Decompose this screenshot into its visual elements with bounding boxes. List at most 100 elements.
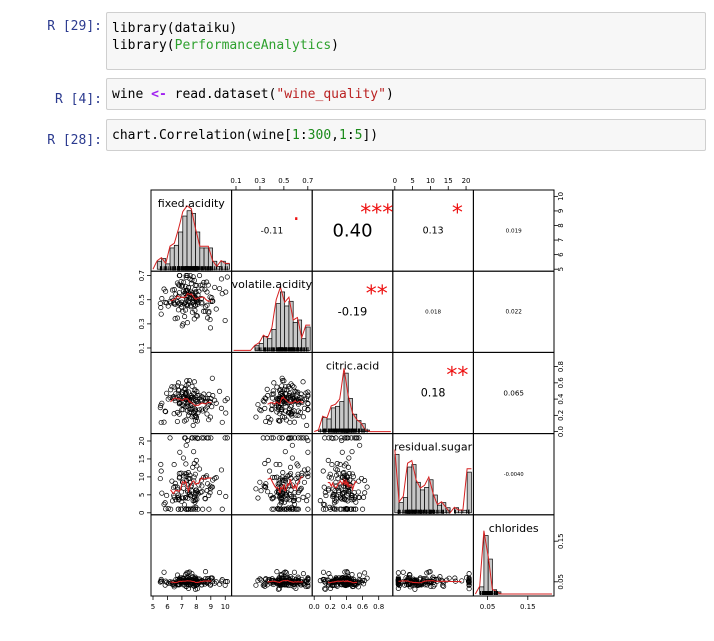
scatter-point [206,310,212,316]
axis-tick-label: 0.0 [557,426,565,437]
scatter-point [328,475,335,481]
scatter-point [271,506,277,512]
scatter-point [325,487,331,493]
fit-line [170,476,212,495]
scatter-point [353,499,359,505]
scatter-point [200,282,206,288]
scatter-point [189,571,195,577]
histogram-bar [169,247,175,270]
scatter-point [158,461,164,468]
histogram-bar [394,453,400,514]
scatter-point [446,575,452,581]
density-curve [152,205,230,270]
axis-tick-label: 0 [138,511,146,515]
scatter-point [289,409,295,415]
scatter-point [202,495,208,501]
scatter-point [195,491,201,497]
scatter-point [463,575,470,581]
scatter-point [190,505,197,511]
scatter-point [282,569,288,575]
scatter-point [417,576,423,583]
scatter-point [282,387,288,393]
scatter-point [288,435,295,441]
scatter-point [208,395,214,402]
scatter-point [185,469,191,476]
axis-tick-label: 0 [393,177,397,185]
scatter-point [176,290,182,296]
scatter-point [187,276,193,282]
axis-tick-label: 0.6 [357,603,369,611]
code-input[interactable] [106,78,706,110]
scatter-point [338,484,345,490]
scatter-point [407,580,413,586]
scatter-point [165,396,171,402]
scatter-point [187,493,193,499]
axis-tick-label: 5 [138,493,146,497]
scatter-point [224,396,230,402]
scatter-point [452,575,458,581]
scatter-point [196,466,203,472]
scatter-point [270,388,276,394]
scatter-point [174,418,180,425]
code-line: library(dataiku) [112,20,237,37]
code-input[interactable] [106,119,706,151]
fit-line [170,397,212,407]
scatter-point [187,472,193,478]
scatter-point [184,320,190,326]
scatter-point [185,284,191,291]
scatter-point [289,455,295,461]
cell-prompt: R [4]: [55,92,102,107]
axis-tick-label: 10 [426,177,435,185]
scatter-point [192,471,198,477]
scatter-point [189,435,195,441]
scatter-point [333,493,339,499]
scatter-point [330,492,336,498]
scatter-point [333,506,339,512]
scatter-point [355,584,361,590]
scatter-point [183,461,189,467]
scatter-point [179,304,185,310]
code-token: <- [151,87,167,102]
scatter-point [193,504,199,510]
scatter-point [298,435,304,441]
histogram-bar [339,401,345,432]
scatter-point [295,435,301,441]
scatter-point [282,478,289,484]
scatter-point [334,461,340,467]
axis-tick-label: 0.5 [278,177,289,185]
scatter-point [327,574,333,580]
scatter-point [321,576,327,583]
scatter-point [361,494,367,500]
scatter-point [357,442,363,448]
scatter-point [196,272,203,279]
scatter-point [172,316,178,322]
scatter-point [223,493,229,499]
scatter-point [213,400,219,406]
scatter-point [200,395,207,401]
scatter-point [466,579,472,585]
code-token: ) [385,87,394,102]
scatter-point [326,435,332,441]
panel-frame [150,270,233,353]
code-input[interactable] [106,12,706,70]
axis-tick-label: 8 [194,603,198,611]
scatter-point [300,435,306,441]
scatter-point [320,468,326,474]
axis-tick-label: 10 [557,192,565,201]
scatter-point [184,408,190,414]
scatter-point [176,300,182,306]
scatter-point [304,498,310,504]
correlation-value: -0.19 [338,305,368,319]
scatter-point [323,492,329,499]
scatter-point [217,388,223,394]
axis-tick-label: 10 [138,472,146,481]
axis-tick-label: 7 [180,603,184,611]
scatter-point [157,300,163,307]
scatter-point [174,572,181,578]
scatter-point [395,570,401,576]
scatter-point [265,393,271,399]
axis-tick-label: 5 [410,177,414,185]
scatter-point [300,571,306,577]
histogram-bar [360,423,366,432]
scatter-point [176,470,182,477]
